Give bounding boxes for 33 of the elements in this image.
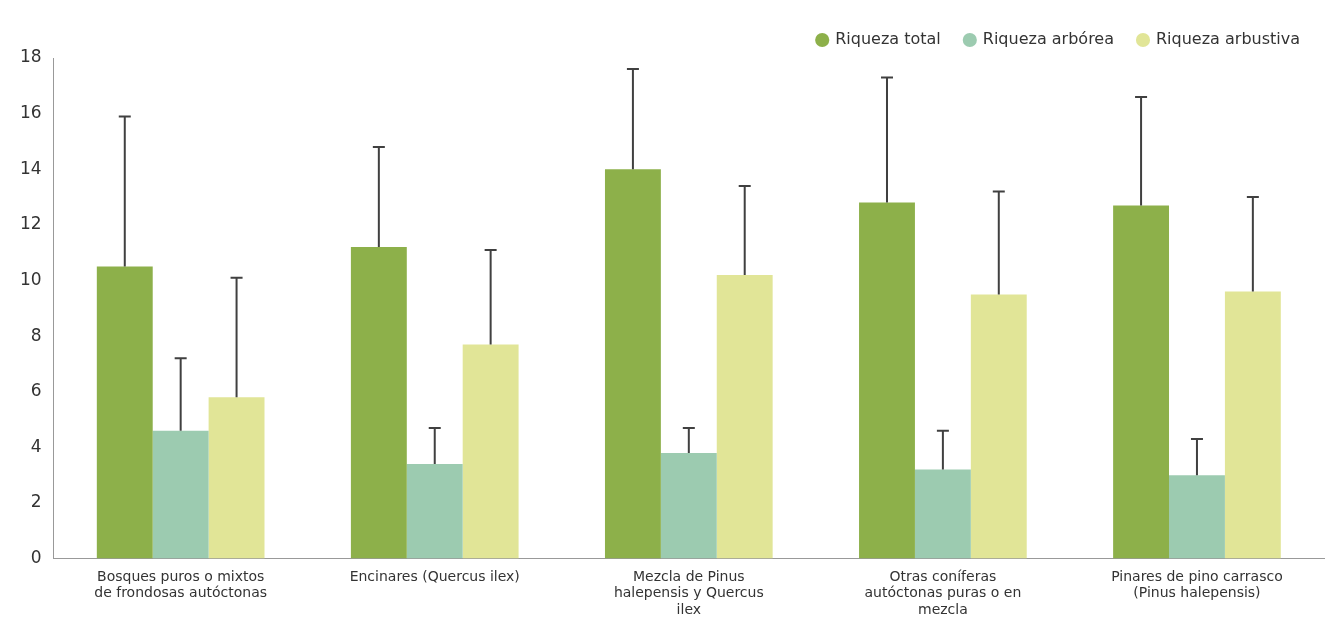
y-tick-label: 16 xyxy=(19,102,42,123)
bar xyxy=(716,274,773,559)
legend-label: Riqueza total xyxy=(835,29,941,49)
bar xyxy=(1113,205,1170,559)
x-tick-label: Encinares (Quercus ilex) xyxy=(349,567,520,584)
bar xyxy=(660,452,717,559)
x-tick-label: Bosques puros o mixtos de frondosas autóctonas xyxy=(94,567,268,601)
y-tick-label: 6 xyxy=(30,380,42,401)
bar xyxy=(96,266,153,559)
y-tick-label: 2 xyxy=(30,491,42,512)
x-tick-label: Pinares de pino carrasco (Pinus halepensis) xyxy=(1111,567,1283,601)
y-tick-label: 4 xyxy=(30,435,42,456)
legend-label: Riqueza arbustiva xyxy=(1156,29,1300,49)
bar xyxy=(406,464,463,559)
bar xyxy=(970,294,1027,559)
legend-label: Riqueza arbórea xyxy=(982,29,1115,49)
x-tick-label: Otras coníferas autóctonas puras o en mezcla xyxy=(864,567,1022,618)
bar xyxy=(604,169,661,559)
x-tick-label: Mezcla de Pinus halepensis y Quercus ilex xyxy=(613,567,764,618)
bar xyxy=(859,202,915,559)
y-tick-label: 12 xyxy=(19,213,42,234)
bar xyxy=(152,430,209,559)
y-tick-label: 10 xyxy=(19,268,42,289)
bar xyxy=(350,247,407,559)
y-tick-label: 18 xyxy=(19,46,42,67)
bar xyxy=(914,469,971,559)
bar xyxy=(1169,475,1225,559)
y-tick-label: 8 xyxy=(30,324,42,345)
bar xyxy=(208,397,265,559)
bar xyxy=(462,344,519,559)
bar xyxy=(1224,291,1281,559)
y-tick-label: 0 xyxy=(30,547,42,568)
y-tick-label: 14 xyxy=(19,157,42,178)
